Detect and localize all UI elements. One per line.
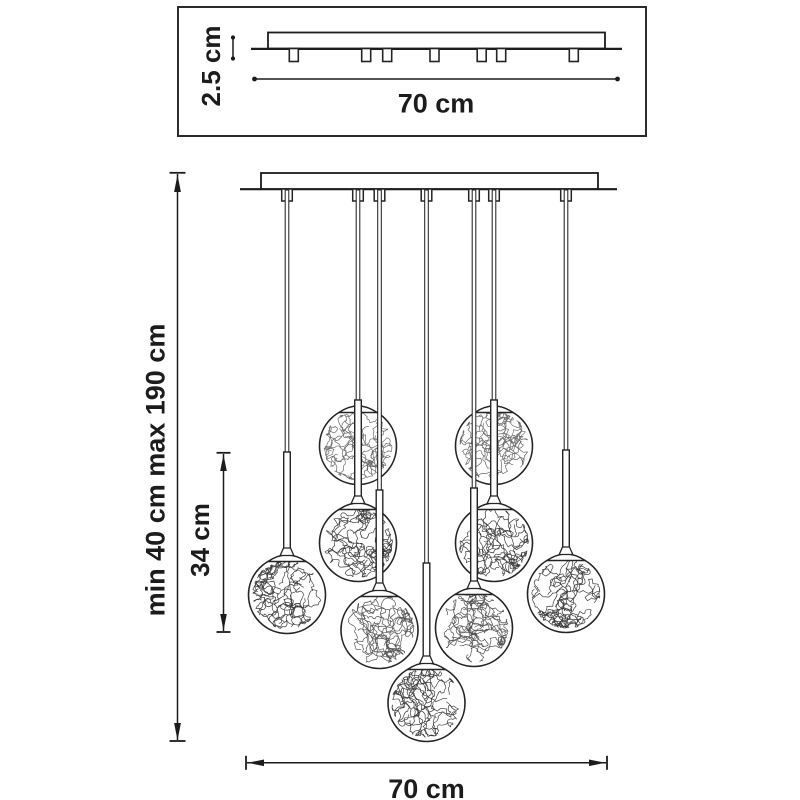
shade-stem	[470, 487, 479, 584]
shade-outline	[434, 588, 514, 668]
mounting-tab	[495, 47, 507, 63]
mounting-tab	[568, 47, 580, 63]
suspension-cord	[471, 189, 477, 491]
shade-cap-collars	[279, 495, 574, 665]
shade-stem	[375, 489, 384, 586]
dimension-canopy-height: 2.5 cm	[196, 26, 236, 107]
dimension-shade-unit: 34 cm	[185, 451, 231, 633]
suspension-cord	[284, 189, 290, 455]
dim-dot	[615, 76, 620, 82]
mounting-tab	[429, 47, 440, 63]
pendant-shade	[387, 662, 466, 743]
shade-texture	[347, 595, 415, 664]
dim-arrow-up	[220, 454, 227, 471]
dim-dot	[230, 56, 236, 61]
mounting-tab	[381, 47, 393, 63]
shade-cap-collar	[558, 546, 574, 556]
shade-cap-collar	[466, 580, 482, 590]
dim-arrow-down	[220, 614, 227, 631]
pendant-shade	[340, 589, 419, 670]
dim-arrow-down	[174, 723, 181, 741]
dim-arrow-up	[174, 174, 181, 192]
dimension-canopy-width: 70 cm	[252, 76, 620, 118]
ceiling-plate	[260, 172, 599, 190]
dim-arrow-left	[247, 759, 264, 767]
dim-dot	[252, 76, 257, 82]
shade-cap-collar	[371, 582, 388, 592]
mounting-tabs	[288, 47, 580, 63]
suspension-cord	[424, 189, 429, 566]
canopy-width-label: 70 cm	[398, 88, 475, 118]
suspension-cord	[563, 189, 569, 453]
shade-texture	[391, 668, 459, 738]
dim-arrow-right	[589, 759, 606, 767]
shade-stem	[283, 451, 292, 551]
dimension-fixture-width: 70 cm	[245, 755, 608, 800]
lower-shades	[247, 502, 606, 743]
suspension-cords	[284, 189, 569, 566]
shade-texture	[252, 560, 321, 629]
shade-cap-collar	[418, 655, 435, 665]
suspension-cord	[377, 189, 382, 493]
shade-stem	[354, 399, 363, 499]
mounting-tab	[360, 47, 372, 63]
shade-outline	[454, 503, 534, 583]
suspension-cord	[355, 189, 361, 403]
top-view-frame	[177, 6, 647, 137]
fixture-width-label: 70 cm	[388, 774, 465, 800]
pendant-shade	[247, 554, 327, 635]
top-view-canopy: 2.5 cm 70 cm	[177, 6, 647, 137]
shade-cap-collar	[486, 495, 502, 505]
shade-cap-collar	[279, 547, 295, 557]
mounting-tab	[288, 47, 300, 63]
shade-stem	[422, 562, 431, 659]
shade-stem	[490, 399, 499, 499]
shade-stem	[562, 449, 571, 550]
mounting-tab	[476, 47, 488, 63]
front-view-fixture	[240, 172, 617, 743]
dim-dot	[230, 35, 236, 40]
shade-texture	[531, 559, 601, 629]
shade-texture	[444, 593, 509, 663]
dimension-suspension-height: min 40 cm max 190 cm	[140, 171, 186, 742]
suspension-height-label: min 40 cm max 190 cm	[140, 324, 170, 617]
pendant-shade	[526, 553, 606, 634]
suspension-cord	[491, 189, 497, 403]
pendant-shade	[434, 587, 514, 668]
pendant-shade	[454, 502, 534, 583]
pendant-shade	[318, 502, 398, 583]
canopy-height-label: 2.5 cm	[196, 26, 226, 107]
canopy-body	[267, 31, 606, 50]
shade-cap-collar	[350, 495, 366, 505]
shade-unit-label: 34 cm	[185, 503, 215, 577]
